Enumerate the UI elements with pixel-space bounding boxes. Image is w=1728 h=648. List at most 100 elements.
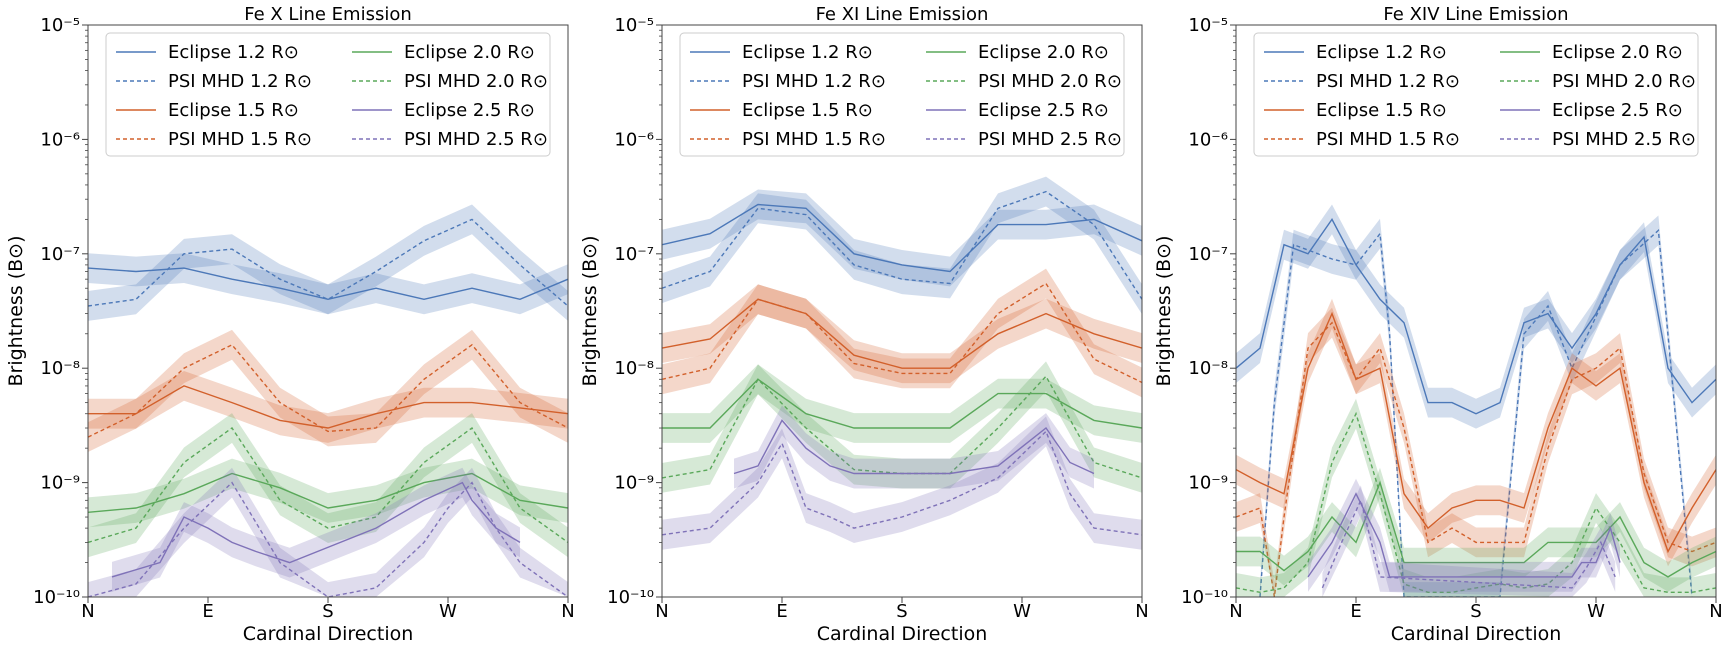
series-line-3 — [662, 298, 1142, 369]
series-band-7 — [734, 405, 1094, 489]
series-band-2 — [662, 176, 1142, 315]
legend-entry: Eclipse 1.2 R⊙ — [1316, 42, 1447, 63]
series-band-3 — [662, 284, 1142, 384]
series-band-6 — [662, 361, 1142, 493]
legend-entry: PSI MHD 2.0 R⊙ — [1552, 71, 1696, 92]
series-line-3 — [1236, 311, 1716, 554]
y-tick-label: 10⁻⁸ — [1188, 358, 1228, 379]
legend-entry: PSI MHD 2.5 R⊙ — [1552, 129, 1696, 150]
chart-panel-2: 10⁻¹⁰ 10⁻⁹ 10⁻⁸ 10⁻⁷ 10⁻⁶ 10⁻⁵ N E S W N Fe XI Line… — [579, 4, 1149, 645]
legend-entry: Eclipse 1.5 R⊙ — [742, 100, 873, 121]
x-tick-label: S — [1470, 601, 1481, 622]
series-line-4 — [662, 282, 1142, 384]
legend-entry: Eclipse 2.5 R⊙ — [404, 100, 535, 121]
y-tick-label: 10⁻⁶ — [40, 129, 80, 150]
series-line-1 — [1236, 218, 1716, 415]
x-axis-label: Cardinal Direction — [243, 623, 414, 645]
series-line-1 — [662, 203, 1142, 273]
x-tick-label: N — [1229, 601, 1242, 622]
y-axis-label: Brightness (B⊙) — [579, 235, 601, 386]
series-band-2 — [1260, 215, 1692, 597]
series-line-8 — [1321, 498, 1616, 589]
y-tick-label: 10⁻⁹ — [40, 473, 80, 494]
y-axis-label: Brightness (B⊙) — [1153, 235, 1175, 386]
x-tick-label: S — [322, 601, 333, 622]
legend-entry: Eclipse 2.5 R⊙ — [1552, 100, 1683, 121]
legend-entry: PSI MHD 1.2 R⊙ — [1316, 71, 1460, 92]
legend: Eclipse 1.2 R⊙ PSI MHD 1.2 R⊙ Eclipse 1.5 … — [1253, 32, 1699, 157]
legend-entry: PSI MHD 2.0 R⊙ — [404, 71, 548, 92]
legend-box — [1253, 32, 1699, 157]
legend: Eclipse 1.2 R⊙ PSI MHD 1.2 R⊙ Eclipse 1.5 … — [105, 32, 551, 157]
y-tick-label: 10⁻⁶ — [614, 129, 654, 150]
x-tick-label: N — [561, 601, 574, 622]
legend-box — [679, 32, 1125, 157]
legend-entry: Eclipse 1.2 R⊙ — [742, 42, 873, 63]
series-line-6 — [88, 426, 568, 544]
legend-entry: Eclipse 2.5 R⊙ — [978, 100, 1109, 121]
y-tick-label: 10⁻⁵ — [614, 15, 654, 36]
x-tick-label: W — [1587, 601, 1605, 622]
series-line-2 — [1259, 228, 1693, 597]
legend-entry: PSI MHD 2.0 R⊙ — [978, 71, 1122, 92]
x-tick-label: W — [439, 601, 457, 622]
chart-title: Fe XIV Line Emission — [1383, 4, 1568, 25]
y-tick-label: 10⁻¹⁰ — [33, 587, 80, 608]
series-band-6 — [1236, 398, 1716, 597]
series-line-7 — [733, 419, 1095, 475]
legend-entry: PSI MHD 1.5 R⊙ — [168, 129, 312, 150]
legend-entry: PSI MHD 1.5 R⊙ — [1316, 129, 1460, 150]
series-band-5 — [88, 458, 568, 528]
series-band-1 — [662, 189, 1142, 287]
series-band-5 — [1236, 467, 1716, 592]
legend-box — [105, 32, 551, 157]
x-tick-label: E — [202, 601, 213, 622]
series-line-5 — [1236, 480, 1716, 578]
chart-panel-3: 10⁻¹⁰ 10⁻⁹ 10⁻⁸ 10⁻⁷ 10⁻⁶ 10⁻⁵ N E S W N Fe XIV Lin… — [1153, 4, 1723, 645]
series-line-4 — [88, 343, 568, 438]
series-line-2 — [662, 190, 1142, 300]
series-band-8 — [662, 416, 1142, 550]
y-tick-label: 10⁻⁸ — [40, 358, 80, 379]
legend-entry: Eclipse 2.0 R⊙ — [978, 42, 1109, 63]
x-tick-label: N — [1709, 601, 1722, 622]
chart-title: Fe X Line Emission — [244, 4, 412, 25]
legend-entry: Eclipse 1.2 R⊙ — [168, 42, 299, 63]
series-band-5 — [662, 364, 1142, 443]
y-tick-label: 10⁻⁸ — [614, 358, 654, 379]
series-band-3 — [88, 371, 568, 443]
plot-area — [88, 204, 568, 597]
x-axis-label: Cardinal Direction — [1391, 623, 1562, 645]
y-tick-label: 10⁻⁵ — [1188, 15, 1228, 36]
series-band-6 — [88, 413, 568, 558]
x-tick-label: S — [896, 601, 907, 622]
plot-area — [1236, 204, 1716, 597]
series-band-4 — [88, 329, 568, 452]
legend-entry: PSI MHD 2.5 R⊙ — [978, 129, 1122, 150]
y-tick-label: 10⁻⁵ — [40, 15, 80, 36]
y-tick-label: 10⁻⁷ — [1188, 244, 1228, 265]
series-band-4 — [662, 268, 1142, 398]
x-tick-label: E — [776, 601, 787, 622]
series-line-4 — [1236, 321, 1716, 597]
chart-title: Fe XI Line Emission — [816, 4, 989, 25]
y-tick-label: 10⁻¹⁰ — [1181, 587, 1228, 608]
legend-entry: Eclipse 2.0 R⊙ — [1552, 42, 1683, 63]
series-band-8 — [1322, 485, 1616, 597]
legend-entry: PSI MHD 2.5 R⊙ — [404, 129, 548, 150]
series-line-5 — [662, 378, 1142, 429]
series-band-8 — [88, 467, 568, 597]
legend-entry: PSI MHD 1.2 R⊙ — [168, 71, 312, 92]
series-line-3 — [88, 385, 568, 429]
x-tick-label: N — [655, 601, 668, 622]
y-tick-label: 10⁻⁹ — [614, 473, 654, 494]
y-tick-label: 10⁻⁶ — [1188, 129, 1228, 150]
x-axis-label: Cardinal Direction — [817, 623, 988, 645]
legend-entry: Eclipse 2.0 R⊙ — [404, 42, 535, 63]
y-tick-label: 10⁻⁷ — [614, 244, 654, 265]
series-line-5 — [88, 472, 568, 513]
series-band-2 — [88, 204, 568, 321]
legend: Eclipse 1.2 R⊙ PSI MHD 1.2 R⊙ Eclipse 1.5 … — [679, 32, 1125, 157]
series-band-3 — [1236, 298, 1716, 567]
